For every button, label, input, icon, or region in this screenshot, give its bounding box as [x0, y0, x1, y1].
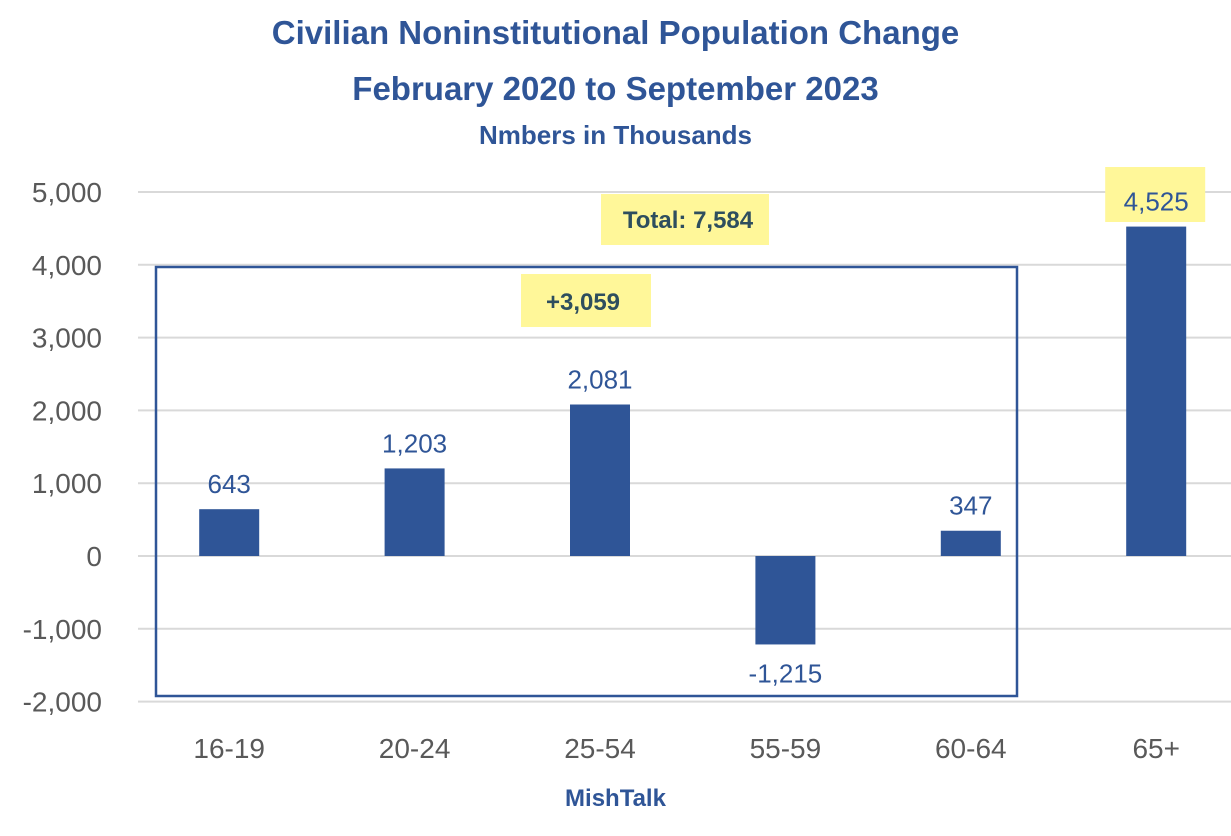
total-highlight: [601, 194, 769, 245]
group-box: [154, 265, 1019, 698]
data-label: -1,215: [749, 658, 823, 688]
y-tick-label: 5,000: [32, 177, 102, 208]
data-label: 1,203: [382, 428, 447, 458]
y-tick-label: -1,000: [23, 614, 102, 645]
total-annotation: Total: 7,584: [623, 207, 754, 234]
x-tick-label: 60-64: [935, 733, 1007, 764]
subtotal-highlight: [521, 274, 651, 327]
x-tick-label: 25-54: [564, 733, 636, 764]
label-highlight: [1105, 167, 1206, 222]
x-tick-label: 65+: [1132, 733, 1180, 764]
y-tick-label: 2,000: [32, 395, 102, 426]
bar-20-24: [384, 468, 445, 556]
data-label: 2,081: [567, 365, 632, 395]
x-tick-label: 55-59: [750, 733, 822, 764]
chart-subtitle: February 2020 to September 2023: [352, 70, 879, 107]
data-label: 643: [208, 469, 251, 499]
chart-title: Civilian Noninstitutional Population Cha…: [271, 14, 960, 51]
x-axis-label: MishTalk: [565, 785, 666, 812]
x-tick-label: 20-24: [379, 733, 451, 764]
y-tick-label: 1,000: [32, 468, 102, 499]
data-label: 4,525: [1124, 187, 1189, 217]
subtotal-annotation: +3,059: [546, 289, 620, 316]
bar-60-64: [940, 530, 1001, 556]
chart-subtitle-units: Nmbers in Thousands: [478, 120, 753, 150]
bar-16-19: [199, 509, 260, 556]
bar-25-54: [570, 404, 630, 556]
bar-55-59: [755, 556, 816, 645]
bar-65+: [1126, 226, 1187, 556]
x-tick-label: 16-19: [193, 733, 265, 764]
y-tick-label: 0: [86, 541, 102, 572]
y-tick-label: 4,000: [32, 250, 102, 281]
y-tick-label: -2,000: [23, 687, 102, 718]
y-tick-label: 3,000: [32, 323, 102, 354]
data-label: 347: [949, 491, 992, 521]
